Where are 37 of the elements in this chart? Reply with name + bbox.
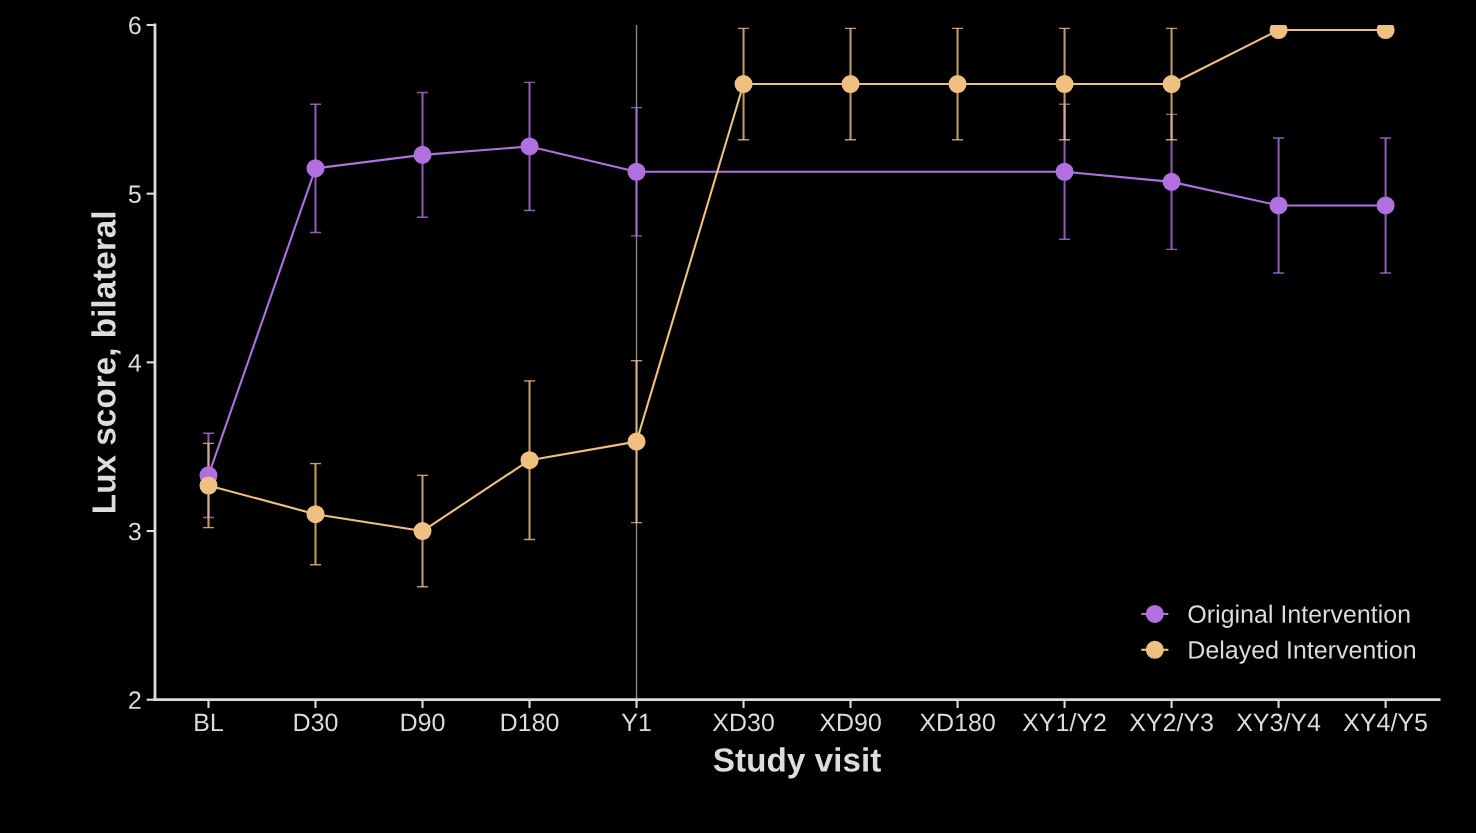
x-tick-label: D180	[501, 713, 559, 732]
x-tick-label: BL	[195, 713, 223, 732]
point	[413, 522, 432, 541]
point	[413, 145, 432, 164]
x-tick-label: XD90	[819, 713, 881, 732]
y-axis-title: Lux score, bilateral	[91, 212, 121, 513]
legend-label: Delayed Intervention	[1189, 640, 1415, 664]
y-tick-label: 4	[128, 354, 142, 372]
x-tick-label: Y1	[621, 713, 651, 732]
point	[841, 75, 860, 94]
x-tick-label: XY2/Y3	[1129, 712, 1213, 732]
point	[627, 432, 646, 451]
y-tick-label: 5	[128, 185, 141, 203]
x-tick-label: D30	[294, 713, 338, 732]
x-axis-title: Study visit	[713, 747, 881, 779]
x-tick-label: XY1/Y2	[1022, 712, 1106, 732]
point	[1055, 75, 1074, 94]
point	[734, 75, 753, 94]
point	[520, 451, 539, 470]
x-tick-label: D90	[401, 713, 445, 732]
x-tick-label: XD180	[919, 713, 995, 732]
point	[1269, 24, 1288, 40]
point	[1376, 24, 1395, 40]
y-tick-label: 3	[128, 522, 141, 541]
point	[199, 476, 218, 495]
point	[306, 159, 325, 178]
point	[1162, 75, 1181, 94]
x-tick-label: XY3/Y4	[1236, 712, 1321, 732]
point	[306, 505, 325, 524]
x-tick-label: XD30	[712, 713, 774, 732]
x-tick-label: XY4/Y5	[1343, 712, 1427, 732]
point	[627, 162, 646, 181]
y-tick-label: 2	[129, 691, 141, 709]
point	[520, 137, 539, 156]
y-tick-label: 6	[129, 16, 141, 35]
point	[948, 75, 967, 94]
legend-label: Original Intervention	[1188, 604, 1410, 628]
